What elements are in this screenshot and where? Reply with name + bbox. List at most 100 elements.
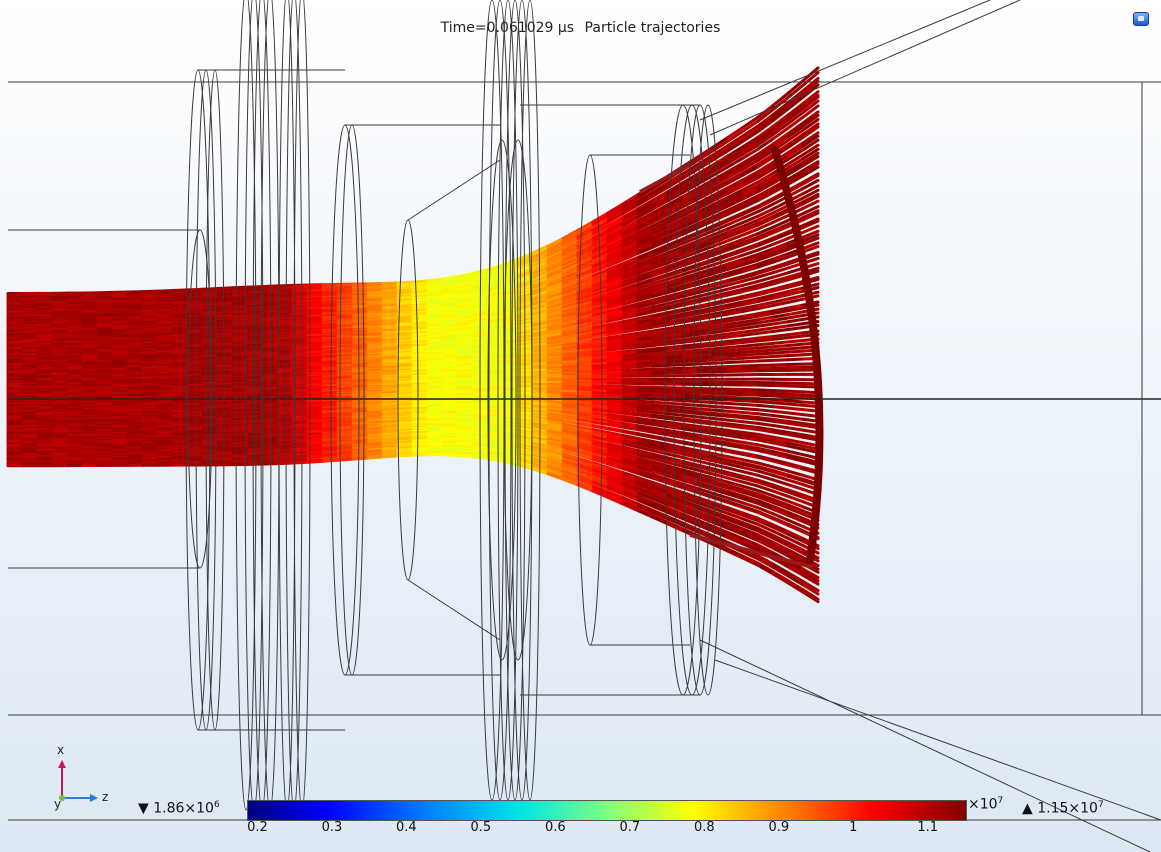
trajectory-segment — [636, 201, 655, 214]
trajectory-segment — [726, 201, 745, 212]
trajectory-segment — [726, 233, 745, 243]
trajectory-segment — [381, 332, 400, 337]
trajectory-segment — [351, 396, 370, 400]
trajectory-segment — [561, 401, 580, 406]
trajectory-segment — [546, 258, 565, 268]
trajectory-segment — [576, 348, 595, 353]
trajectory-segment — [741, 343, 760, 348]
trajectory-segment — [666, 205, 685, 216]
trajectory-segment — [756, 304, 775, 311]
trajectory-segment — [531, 306, 550, 314]
trajectory-segment — [636, 416, 655, 422]
trajectory-segment — [726, 320, 745, 326]
trajectory-segment — [636, 359, 655, 364]
trajectory-segment — [561, 251, 580, 262]
trajectory-segment — [681, 239, 700, 249]
trajectory-segment — [171, 307, 190, 312]
trajectory-segment — [636, 250, 655, 260]
trajectory-segment — [726, 267, 745, 275]
trajectory-segment — [801, 122, 820, 137]
trajectory-segment — [486, 312, 505, 319]
trajectory-segment — [696, 248, 715, 258]
trajectory-segment — [606, 223, 625, 235]
trajectory-segment — [801, 241, 820, 250]
trajectory-segment — [606, 328, 625, 334]
trajectory-segment — [651, 203, 670, 215]
trajectory-segment — [441, 275, 460, 281]
trajectory-segment — [591, 342, 610, 347]
trajectory-segment — [666, 245, 685, 255]
trajectory-segment — [681, 298, 700, 305]
trajectory-segment — [636, 186, 655, 199]
trajectory-segment — [711, 417, 730, 422]
trajectory-segment — [156, 308, 175, 312]
trajectory-segment — [621, 238, 640, 249]
trajectory-segment — [306, 355, 325, 360]
trajectory-segment — [276, 303, 295, 308]
trajectory-segment — [636, 243, 655, 253]
trajectory-segment — [381, 323, 400, 327]
trajectory-segment — [666, 252, 685, 262]
trajectory-segment — [531, 328, 550, 334]
trajectory-segment — [711, 179, 730, 191]
trajectory-segment — [786, 107, 805, 122]
trajectory-segment — [426, 329, 445, 334]
trajectory-segment — [786, 395, 805, 400]
trajectory-segment — [591, 404, 610, 409]
trajectory-segment — [771, 336, 790, 341]
trajectory-segment — [801, 160, 820, 173]
trajectory-segment — [756, 287, 775, 295]
trajectory-segment — [426, 352, 445, 357]
trajectory-segment — [606, 231, 625, 242]
trajectory-segment — [606, 235, 625, 246]
trajectory-segment — [351, 344, 370, 349]
trajectory-segment — [561, 322, 580, 329]
trajectory-segment — [456, 371, 475, 376]
trajectory-segment — [741, 324, 760, 330]
trajectory-segment — [411, 322, 430, 327]
trajectory-segment — [426, 336, 445, 341]
trajectory-segment — [786, 353, 805, 358]
trajectory-segment — [621, 201, 640, 213]
trajectory-segment — [621, 241, 640, 252]
trajectory-segment — [666, 248, 685, 258]
trajectory-segment — [756, 428, 775, 434]
trajectory-segment — [576, 302, 595, 310]
trajectory-segment — [576, 300, 595, 308]
trajectory-segment — [741, 248, 760, 257]
trajectory-segment — [546, 285, 565, 294]
trajectory-segment — [681, 345, 700, 350]
trajectory-segment — [756, 124, 775, 139]
trajectory-segment — [756, 175, 775, 188]
trajectory-segment — [726, 164, 745, 176]
trajectory-segment — [741, 416, 760, 421]
trajectory-segment — [216, 325, 235, 329]
trajectory-segment — [651, 258, 670, 267]
trajectory-segment — [696, 350, 715, 355]
trajectory-segment — [276, 348, 295, 353]
trajectory-segment — [786, 102, 805, 117]
trajectory-segment — [756, 315, 775, 322]
trajectory-segment — [681, 306, 700, 313]
trajectory-segment — [756, 417, 775, 423]
trajectory-segment — [756, 388, 775, 393]
trajectory-segment — [321, 403, 340, 407]
trajectory-segment — [456, 339, 475, 344]
trajectory-segment — [711, 223, 730, 233]
trajectory-segment — [636, 211, 655, 223]
trajectory-segment — [756, 279, 775, 287]
trajectory-segment — [756, 119, 775, 134]
trajectory-segment — [726, 257, 745, 266]
trajectory-segment — [756, 153, 775, 166]
trajectory-segment — [291, 331, 310, 336]
trajectory-segment — [486, 321, 505, 328]
trajectory-segment — [666, 355, 685, 360]
trajectory-segment — [441, 364, 460, 369]
trajectory-segment — [606, 298, 625, 306]
trajectory-segment — [756, 188, 775, 200]
trajectory-segment — [606, 250, 625, 260]
trajectory-segment — [741, 218, 760, 228]
trajectory-segment — [576, 326, 595, 333]
